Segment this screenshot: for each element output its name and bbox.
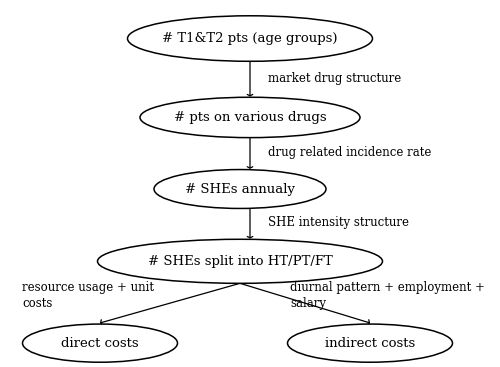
Ellipse shape — [154, 170, 326, 208]
Ellipse shape — [140, 97, 360, 138]
Text: SHE intensity structure: SHE intensity structure — [268, 216, 408, 229]
Text: indirect costs: indirect costs — [325, 337, 415, 350]
Text: resource usage + unit
costs: resource usage + unit costs — [22, 281, 154, 310]
Text: # T1&T2 pts (age groups): # T1&T2 pts (age groups) — [162, 32, 338, 45]
Text: # SHEs split into HT/PT/FT: # SHEs split into HT/PT/FT — [148, 255, 332, 268]
Ellipse shape — [22, 324, 178, 362]
Ellipse shape — [128, 16, 372, 61]
Text: # pts on various drugs: # pts on various drugs — [174, 111, 326, 124]
Text: diurnal pattern + employment +
salary: diurnal pattern + employment + salary — [290, 281, 485, 310]
Ellipse shape — [288, 324, 452, 362]
Text: drug related incidence rate: drug related incidence rate — [268, 146, 431, 159]
Text: market drug structure: market drug structure — [268, 72, 401, 85]
Ellipse shape — [98, 239, 383, 283]
Text: # SHEs annualy: # SHEs annualy — [185, 182, 295, 196]
Text: direct costs: direct costs — [61, 337, 139, 350]
